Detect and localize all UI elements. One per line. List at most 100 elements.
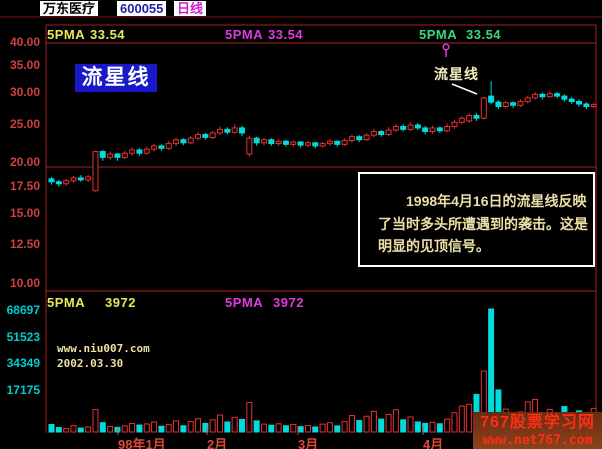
- candle: [348, 136, 355, 141]
- candle: [341, 139, 348, 145]
- volume-bar: [392, 409, 399, 433]
- candle: [70, 177, 77, 182]
- candle: [532, 93, 539, 99]
- volume-bar: [260, 423, 267, 433]
- volume-bar: [187, 421, 194, 433]
- volume-bar: [246, 401, 253, 433]
- volume-bar: [129, 422, 136, 433]
- volume-bar: [378, 418, 385, 433]
- candle: [356, 136, 363, 141]
- candle: [334, 140, 341, 145]
- month-label: 4月: [423, 437, 444, 449]
- volume-bar: [224, 421, 231, 433]
- annotation-line: 1998年4月16日的流星线反映: [406, 193, 587, 209]
- candle: [319, 143, 326, 147]
- price-tick-label: 12.50: [9, 237, 40, 252]
- candle: [246, 137, 253, 155]
- candle: [458, 117, 465, 123]
- volume-bar: [319, 423, 326, 433]
- candle: [466, 115, 473, 122]
- volume-bar: [121, 425, 128, 433]
- candle: [304, 142, 311, 146]
- volume-bar: [231, 416, 238, 433]
- watermark-niu007-url: www.niu007.com: [57, 342, 150, 355]
- volume-bar: [414, 421, 421, 433]
- candle: [217, 128, 224, 134]
- candle: [436, 127, 443, 132]
- stock-code-chip[interactable]: 600055: [117, 1, 167, 16]
- volume-bar: [275, 423, 282, 433]
- candle: [429, 127, 436, 133]
- month-label: 98年1月: [118, 437, 166, 449]
- annotation-line: 明显的见顶信号。: [378, 238, 490, 254]
- volume-bar: [348, 415, 355, 433]
- volume-tick-label: 68697: [6, 303, 40, 317]
- price-tick-label: 40.00: [9, 34, 40, 49]
- candle: [224, 128, 231, 133]
- volume-bar: [165, 424, 172, 433]
- volume-bar: [70, 425, 77, 433]
- candle: [414, 124, 421, 129]
- candle: [363, 134, 370, 141]
- candle: [568, 98, 575, 103]
- volume-bar: [363, 415, 370, 433]
- candle: [385, 129, 392, 135]
- volume-bar: [466, 403, 473, 433]
- candle: [260, 139, 267, 144]
- candle: [48, 178, 55, 183]
- volume-bar: [195, 418, 202, 433]
- ma-label-name: 5PMA: [47, 295, 86, 310]
- candle: [495, 101, 502, 108]
- volume-bar: [385, 413, 392, 433]
- candle: [275, 140, 282, 145]
- price-tick-label: 30.00: [9, 85, 40, 99]
- candle: [114, 153, 121, 158]
- volume-bar: [429, 421, 436, 433]
- candle: [282, 140, 289, 145]
- candle: [539, 93, 546, 98]
- volume-bar: [217, 414, 224, 433]
- candle: [524, 97, 531, 103]
- candle: [312, 142, 319, 147]
- ma-label-value: 33.54: [466, 27, 502, 42]
- ma-label-value: 3972: [105, 295, 136, 310]
- period-selector-chip[interactable]: 日线: [174, 1, 207, 16]
- candle: [517, 101, 524, 106]
- volume-bar: [55, 427, 62, 433]
- candle: [392, 126, 399, 131]
- stock-name-chip[interactable]: 万东医疗: [40, 1, 99, 16]
- volume-bar: [143, 423, 150, 433]
- candle: [590, 104, 597, 108]
- price-tick-label: 20.00: [9, 155, 40, 170]
- watermark-niu007-date: 2002.03.30: [57, 357, 124, 370]
- candle: [195, 133, 202, 139]
- candle: [173, 139, 180, 145]
- candle: [554, 93, 561, 97]
- volume-bar: [48, 423, 55, 433]
- volume-bar: [158, 425, 165, 433]
- volume-bar: [85, 426, 92, 433]
- candle: [561, 95, 568, 100]
- price-tick-label: 10.00: [9, 276, 40, 290]
- candle: [143, 148, 150, 154]
- candle: [473, 115, 480, 119]
- candle: [165, 143, 172, 149]
- volume-bar: [326, 422, 333, 433]
- pin-marker-icon: [442, 43, 450, 51]
- candle: [407, 124, 414, 130]
- price-tick-label: 17.50: [9, 178, 40, 193]
- volume-bar: [92, 409, 99, 433]
- candle: [451, 121, 458, 128]
- volume-tick-label: 51523: [6, 329, 40, 344]
- volume-bar: [151, 421, 158, 433]
- callout-arrow-line: [451, 83, 478, 95]
- candle: [239, 127, 246, 134]
- ma-label-name: 5PMA: [47, 27, 86, 42]
- volume-bar: [370, 410, 377, 433]
- candle: [209, 132, 216, 138]
- volume-bar: [180, 425, 187, 433]
- price-tick-label: 25.00: [9, 116, 40, 131]
- candle: [187, 137, 194, 144]
